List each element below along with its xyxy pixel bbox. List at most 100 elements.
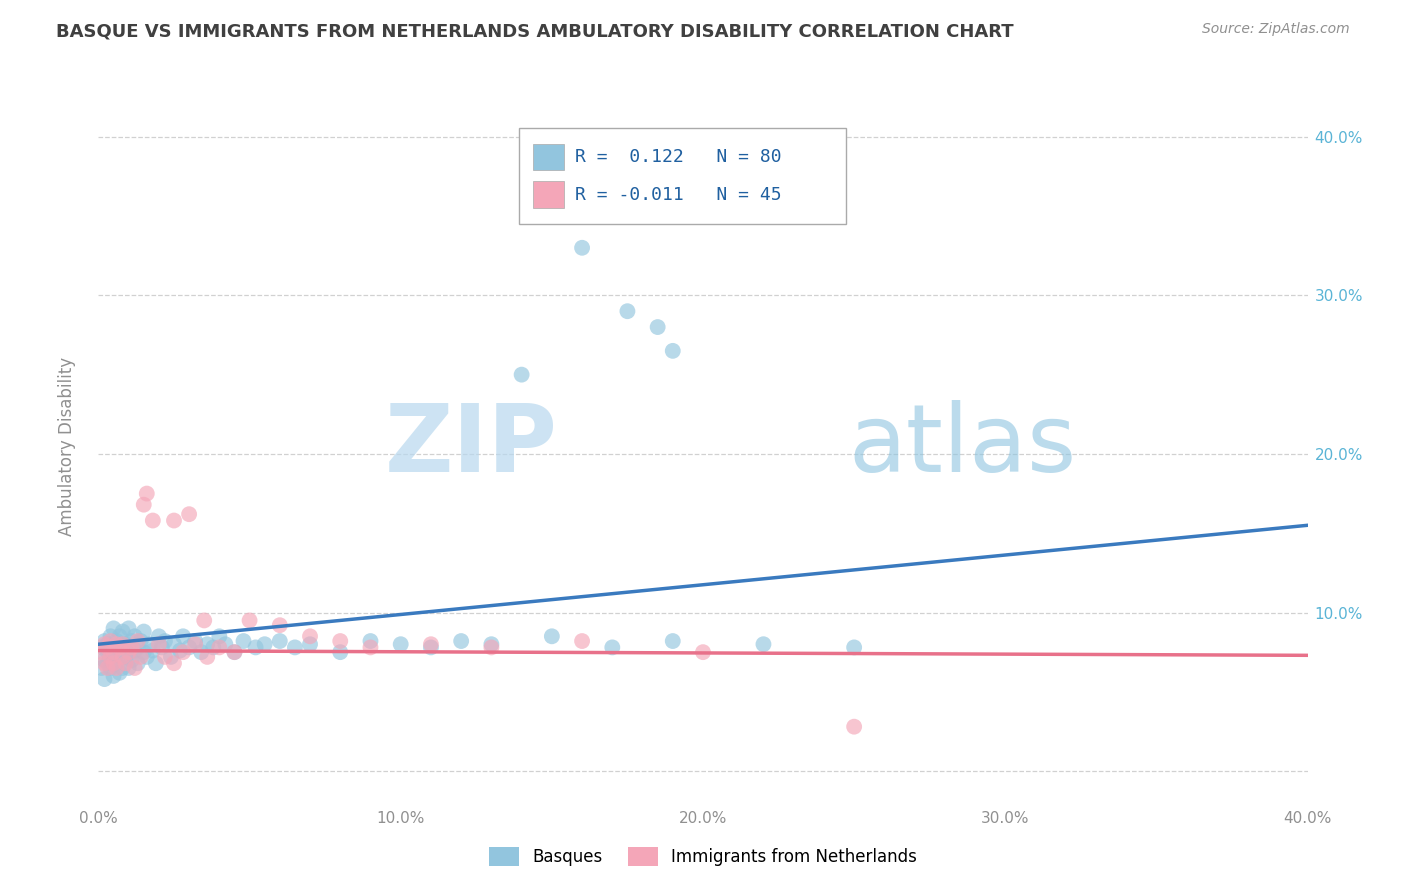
Point bbox=[172, 645, 194, 659]
Point bbox=[118, 661, 141, 675]
Point bbox=[93, 634, 115, 648]
Point bbox=[420, 637, 443, 651]
Point bbox=[163, 637, 186, 651]
Point bbox=[571, 209, 593, 223]
Point bbox=[195, 637, 218, 651]
Point bbox=[190, 645, 212, 659]
Point bbox=[127, 657, 149, 671]
Point bbox=[329, 645, 352, 659]
Point bbox=[232, 634, 254, 648]
Text: atlas: atlas bbox=[848, 400, 1077, 492]
Point bbox=[105, 648, 128, 663]
Point bbox=[172, 629, 194, 643]
Point bbox=[184, 634, 207, 648]
Point bbox=[269, 634, 291, 648]
Point bbox=[224, 645, 246, 659]
Point bbox=[100, 649, 122, 664]
Point bbox=[124, 643, 146, 657]
Point bbox=[105, 661, 128, 675]
Point bbox=[169, 643, 191, 657]
Point bbox=[299, 637, 322, 651]
Point bbox=[111, 661, 134, 675]
Point bbox=[124, 661, 146, 675]
Point bbox=[103, 669, 125, 683]
Point bbox=[752, 637, 775, 651]
Point bbox=[616, 304, 638, 318]
Point bbox=[142, 514, 165, 528]
Point bbox=[121, 653, 143, 667]
Point bbox=[269, 618, 291, 632]
Point bbox=[96, 661, 118, 675]
Point bbox=[121, 640, 143, 655]
Point bbox=[132, 624, 155, 639]
Point bbox=[202, 640, 225, 655]
Legend: Basques, Immigrants from Netherlands: Basques, Immigrants from Netherlands bbox=[482, 840, 924, 873]
Point bbox=[90, 640, 112, 655]
Point bbox=[127, 640, 149, 655]
Point bbox=[93, 672, 115, 686]
Text: BASQUE VS IMMIGRANTS FROM NETHERLANDS AMBULATORY DISABILITY CORRELATION CHART: BASQUE VS IMMIGRANTS FROM NETHERLANDS AM… bbox=[56, 22, 1014, 40]
Point bbox=[93, 637, 115, 651]
Point bbox=[96, 640, 118, 655]
Point bbox=[360, 640, 382, 655]
Text: R = -0.011   N = 45: R = -0.011 N = 45 bbox=[575, 186, 782, 203]
Point bbox=[647, 320, 669, 334]
Point bbox=[90, 645, 112, 659]
Point bbox=[253, 637, 276, 651]
Point bbox=[420, 640, 443, 655]
Point bbox=[103, 645, 125, 659]
Point bbox=[481, 640, 503, 655]
Point bbox=[602, 640, 624, 655]
Point bbox=[299, 629, 322, 643]
Point bbox=[139, 637, 162, 651]
Point bbox=[193, 614, 215, 628]
Point bbox=[184, 637, 207, 651]
Point bbox=[118, 621, 141, 635]
Text: ZIP: ZIP bbox=[385, 400, 558, 492]
Point bbox=[114, 657, 136, 671]
Point bbox=[108, 629, 131, 643]
Point bbox=[148, 629, 170, 643]
Point bbox=[100, 649, 122, 664]
Point bbox=[111, 649, 134, 664]
Point bbox=[224, 645, 246, 659]
Point bbox=[214, 637, 236, 651]
Point bbox=[93, 653, 115, 667]
Point bbox=[150, 640, 173, 655]
Point bbox=[153, 649, 176, 664]
Point bbox=[661, 343, 683, 358]
Point bbox=[108, 640, 131, 655]
Point bbox=[329, 634, 352, 648]
Point bbox=[135, 649, 157, 664]
Point bbox=[103, 621, 125, 635]
Point bbox=[540, 629, 562, 643]
Point bbox=[208, 629, 231, 643]
Point bbox=[111, 624, 134, 639]
Point bbox=[118, 645, 141, 659]
Point bbox=[195, 649, 218, 664]
Point bbox=[96, 657, 118, 671]
Point bbox=[132, 645, 155, 659]
Point bbox=[127, 634, 149, 648]
Point bbox=[114, 637, 136, 651]
Point bbox=[105, 637, 128, 651]
Point bbox=[571, 241, 593, 255]
Point bbox=[100, 634, 122, 648]
Point bbox=[179, 507, 201, 521]
Point bbox=[153, 634, 176, 648]
Point bbox=[108, 665, 131, 680]
Point bbox=[132, 498, 155, 512]
Text: Source: ZipAtlas.com: Source: ZipAtlas.com bbox=[1202, 22, 1350, 37]
Point bbox=[124, 629, 146, 643]
Point bbox=[284, 640, 307, 655]
Point bbox=[129, 634, 152, 648]
Point bbox=[245, 640, 267, 655]
Point bbox=[163, 514, 186, 528]
Text: R =  0.122   N = 80: R = 0.122 N = 80 bbox=[575, 148, 782, 166]
Point bbox=[661, 634, 683, 648]
Point bbox=[135, 486, 157, 500]
Point bbox=[360, 634, 382, 648]
Point bbox=[129, 649, 152, 664]
Point bbox=[100, 661, 122, 675]
Point bbox=[114, 649, 136, 664]
